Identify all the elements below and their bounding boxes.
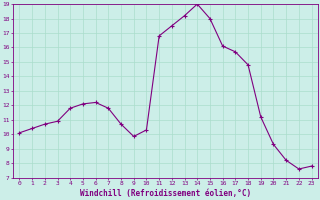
X-axis label: Windchill (Refroidissement éolien,°C): Windchill (Refroidissement éolien,°C) [80,189,251,198]
